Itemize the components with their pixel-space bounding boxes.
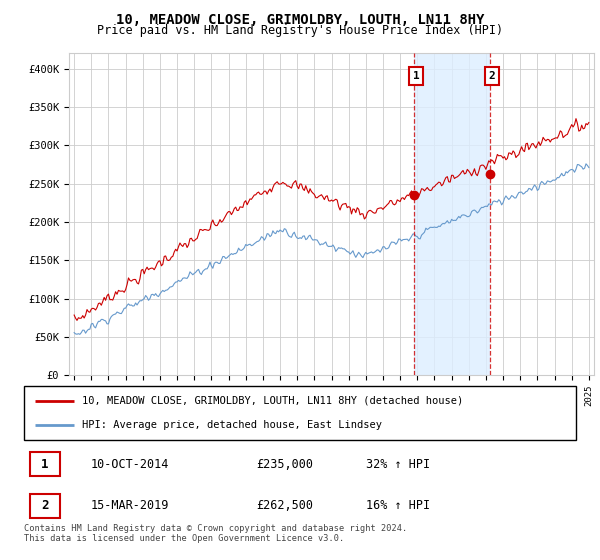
- Text: 32% ↑ HPI: 32% ↑ HPI: [366, 458, 430, 470]
- Text: 10-OCT-2014: 10-OCT-2014: [90, 458, 169, 470]
- Text: 2: 2: [489, 71, 496, 81]
- Text: 10, MEADOW CLOSE, GRIMOLDBY, LOUTH, LN11 8HY: 10, MEADOW CLOSE, GRIMOLDBY, LOUTH, LN11…: [116, 13, 484, 27]
- Bar: [413, 53, 490, 375]
- Text: 1: 1: [41, 458, 49, 470]
- Bar: [29, 493, 60, 518]
- Text: HPI: Average price, detached house, East Lindsey: HPI: Average price, detached house, East…: [82, 420, 382, 430]
- Text: £262,500: £262,500: [256, 499, 313, 512]
- Text: Price paid vs. HM Land Registry's House Price Index (HPI): Price paid vs. HM Land Registry's House …: [97, 24, 503, 38]
- Text: £235,000: £235,000: [256, 458, 313, 470]
- Text: 1: 1: [413, 71, 419, 81]
- Text: 2: 2: [41, 499, 49, 512]
- Text: 16% ↑ HPI: 16% ↑ HPI: [366, 499, 430, 512]
- Text: 10, MEADOW CLOSE, GRIMOLDBY, LOUTH, LN11 8HY (detached house): 10, MEADOW CLOSE, GRIMOLDBY, LOUTH, LN11…: [82, 396, 463, 406]
- Bar: [29, 452, 60, 476]
- Text: Contains HM Land Registry data © Crown copyright and database right 2024.
This d: Contains HM Land Registry data © Crown c…: [24, 524, 407, 543]
- Text: 15-MAR-2019: 15-MAR-2019: [90, 499, 169, 512]
